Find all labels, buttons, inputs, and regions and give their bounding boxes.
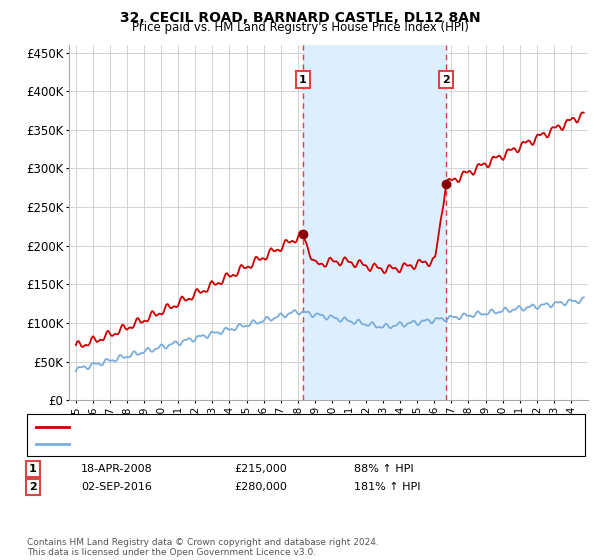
Text: HPI: Average price, semi-detached house, County Durham: HPI: Average price, semi-detached house,… <box>75 439 379 449</box>
Text: 32, CECIL ROAD, BARNARD CASTLE, DL12 8AN (semi-detached house): 32, CECIL ROAD, BARNARD CASTLE, DL12 8AN… <box>75 422 442 432</box>
Text: 32, CECIL ROAD, BARNARD CASTLE, DL12 8AN: 32, CECIL ROAD, BARNARD CASTLE, DL12 8AN <box>119 11 481 25</box>
Text: 1: 1 <box>299 74 307 85</box>
Text: £215,000: £215,000 <box>234 464 287 474</box>
Text: 1: 1 <box>29 464 37 474</box>
Text: 2: 2 <box>29 482 37 492</box>
Bar <box>303 45 446 400</box>
Text: £280,000: £280,000 <box>234 482 287 492</box>
Text: 2: 2 <box>442 74 449 85</box>
Text: Price paid vs. HM Land Registry's House Price Index (HPI): Price paid vs. HM Land Registry's House … <box>131 21 469 34</box>
Text: 88% ↑ HPI: 88% ↑ HPI <box>354 464 413 474</box>
Text: 02-SEP-2016: 02-SEP-2016 <box>81 482 152 492</box>
Text: 18-APR-2008: 18-APR-2008 <box>81 464 153 474</box>
Text: 181% ↑ HPI: 181% ↑ HPI <box>354 482 421 492</box>
Text: Contains HM Land Registry data © Crown copyright and database right 2024.
This d: Contains HM Land Registry data © Crown c… <box>27 538 379 557</box>
